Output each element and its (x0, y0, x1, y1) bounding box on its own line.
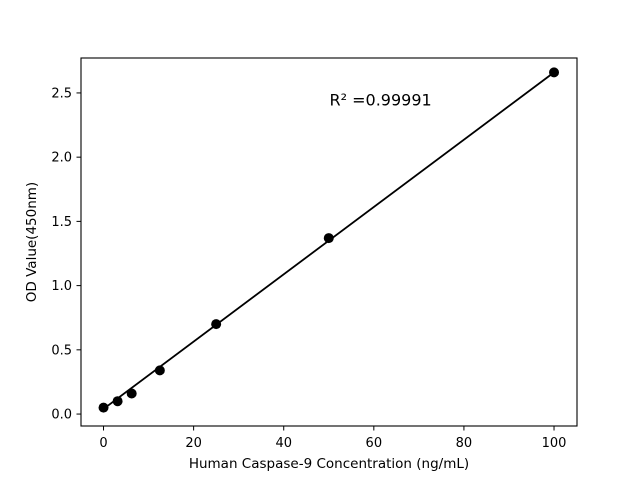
x-tick-label: 0 (99, 436, 107, 451)
r-squared-annotation: R² =0.99991 (329, 91, 431, 110)
data-point (126, 388, 137, 399)
x-tick-label: 20 (185, 436, 202, 451)
x-tick-label: 60 (366, 436, 383, 451)
plot-frame (80, 57, 578, 427)
y-axis-label: OD Value(450nm) (24, 182, 40, 302)
y-tick-label: 2.0 (51, 151, 72, 166)
data-point (211, 319, 222, 330)
data-point (549, 67, 560, 78)
x-tick-label: 40 (275, 436, 292, 451)
data-point (154, 365, 165, 376)
y-tick-label: 1.5 (51, 215, 72, 230)
y-tick-label: 0.5 (51, 343, 72, 358)
data-point (112, 396, 123, 407)
x-tick-label: 80 (456, 436, 473, 451)
x-tick-label: 100 (542, 436, 567, 451)
data-point (323, 233, 334, 244)
y-tick-label: 1.0 (51, 279, 72, 294)
data-point (98, 402, 109, 413)
x-axis-label: Human Caspase-9 Concentration (ng/mL) (189, 456, 469, 472)
y-tick-label: 0.0 (51, 408, 72, 423)
y-tick-label: 2.5 (51, 86, 72, 101)
